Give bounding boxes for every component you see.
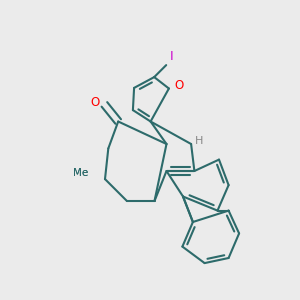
Text: Me: Me xyxy=(73,168,88,178)
Text: Me: Me xyxy=(73,168,88,178)
Text: O: O xyxy=(90,95,99,109)
Text: H: H xyxy=(195,136,204,146)
Text: O: O xyxy=(175,79,184,92)
Text: I: I xyxy=(170,50,174,63)
